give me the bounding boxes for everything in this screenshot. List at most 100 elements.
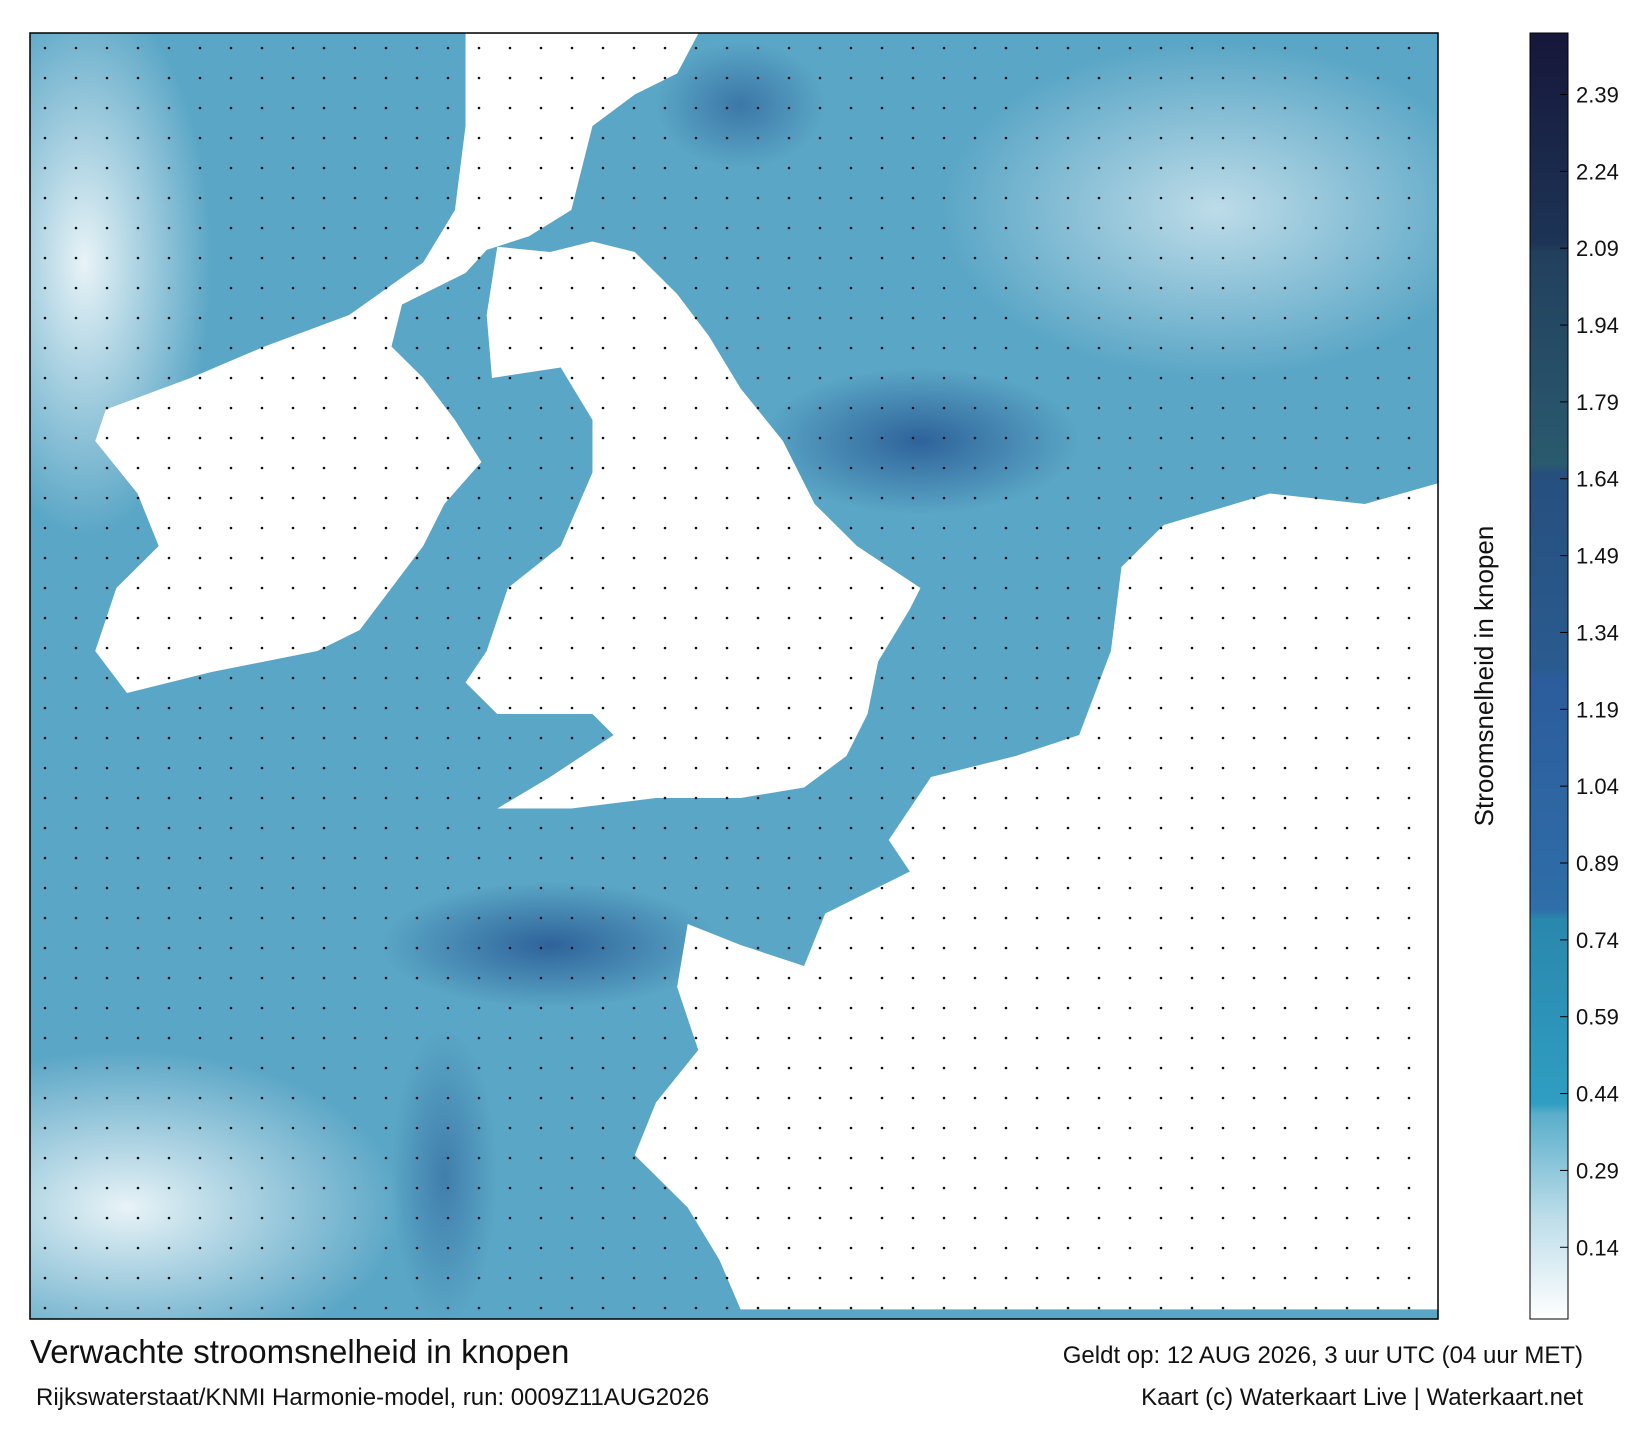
grid-dot [1159, 106, 1163, 110]
grid-dot [1407, 106, 1411, 110]
grid-dot [167, 1276, 171, 1280]
grid-dot [818, 526, 822, 530]
grid-dot [229, 526, 233, 530]
grid-dot [880, 256, 884, 260]
grid-dot [105, 676, 109, 680]
grid-dot [601, 856, 605, 860]
grid-dot [1252, 1036, 1256, 1040]
grid-dot [1097, 286, 1101, 290]
grid-dot [291, 1186, 295, 1190]
grid-dot [849, 466, 853, 470]
grid-dot [787, 706, 791, 710]
grid-dot [756, 676, 760, 680]
grid-dot [477, 646, 481, 650]
grid-dot [1283, 376, 1287, 380]
grid-dot [911, 76, 915, 80]
grid-dot [1066, 376, 1070, 380]
grid-dot [911, 826, 915, 830]
grid-dot [756, 616, 760, 620]
grid-dot [74, 316, 78, 320]
grid-dot [74, 796, 78, 800]
grid-dot [570, 226, 574, 230]
grid-dot [1004, 436, 1008, 440]
grid-dot [1004, 286, 1008, 290]
grid-dot [198, 196, 202, 200]
grid-dot [1345, 436, 1349, 440]
grid-dot [601, 766, 605, 770]
grid-dot [384, 646, 388, 650]
grid-dot [198, 1156, 202, 1160]
grid-dot [477, 586, 481, 590]
grid-dot [291, 856, 295, 860]
colorbar-tick-label: 1.79 [1576, 390, 1619, 415]
grid-dot [1376, 1126, 1380, 1130]
grid-dot [1035, 766, 1039, 770]
grid-dot [570, 466, 574, 470]
grid-dot [353, 106, 357, 110]
grid-dot [477, 466, 481, 470]
grid-dot [415, 736, 419, 740]
grid-dot [1407, 586, 1411, 590]
grid-dot [1407, 826, 1411, 830]
grid-dot [663, 856, 667, 860]
grid-dot [508, 1246, 512, 1250]
grid-dot [198, 556, 202, 560]
grid-dot [1252, 586, 1256, 590]
grid-dot [1066, 466, 1070, 470]
grid-dot [1407, 436, 1411, 440]
grid-dot [570, 106, 574, 110]
grid-dot [74, 256, 78, 260]
grid-dot [322, 1036, 326, 1040]
grid-dot [787, 1096, 791, 1100]
grid-dot [1097, 1066, 1101, 1070]
grid-dot [1314, 826, 1318, 830]
grid-dot [167, 1156, 171, 1160]
grid-dot [1066, 346, 1070, 350]
grid-dot [1283, 646, 1287, 650]
grid-dot [1252, 256, 1256, 260]
grid-dot [229, 196, 233, 200]
grid-dot [167, 166, 171, 170]
grid-dot [1376, 616, 1380, 620]
grid-dot [725, 286, 729, 290]
grid-dot [1314, 766, 1318, 770]
grid-dot [260, 556, 264, 560]
grid-dot [1128, 1156, 1132, 1160]
grid-dot [1252, 1186, 1256, 1190]
grid-dot [1159, 136, 1163, 140]
colorbar-tick-label: 0.29 [1576, 1158, 1619, 1183]
grid-dot [1283, 916, 1287, 920]
grid-dot [632, 616, 636, 620]
grid-dot [880, 796, 884, 800]
grid-dot [477, 676, 481, 680]
grid-dot [1128, 1096, 1132, 1100]
grid-dot [43, 856, 47, 860]
grid-dot [601, 1156, 605, 1160]
grid-dot [880, 1306, 884, 1310]
grid-dot [1221, 436, 1225, 440]
grid-dot [508, 226, 512, 230]
grid-dot [1097, 706, 1101, 710]
grid-dot [43, 796, 47, 800]
grid-dot [570, 976, 574, 980]
grid-dot [384, 526, 388, 530]
grid-dot [911, 556, 915, 560]
grid-dot [384, 466, 388, 470]
grid-dot [818, 616, 822, 620]
grid-dot [1035, 676, 1039, 680]
land [634, 483, 1438, 1310]
grid-dot [601, 76, 605, 80]
grid-dot [756, 346, 760, 350]
grid-dot [1345, 916, 1349, 920]
grid-dot [198, 1216, 202, 1220]
grid-dot [570, 586, 574, 590]
grid-dot [43, 196, 47, 200]
grid-dot [601, 886, 605, 890]
grid-dot [384, 436, 388, 440]
colorbar-tick-label: 1.19 [1576, 697, 1619, 722]
grid-dot [415, 1186, 419, 1190]
grid-dot [973, 376, 977, 380]
grid-dot [694, 1096, 698, 1100]
grid-dot [539, 1306, 543, 1310]
grid-dot [570, 616, 574, 620]
